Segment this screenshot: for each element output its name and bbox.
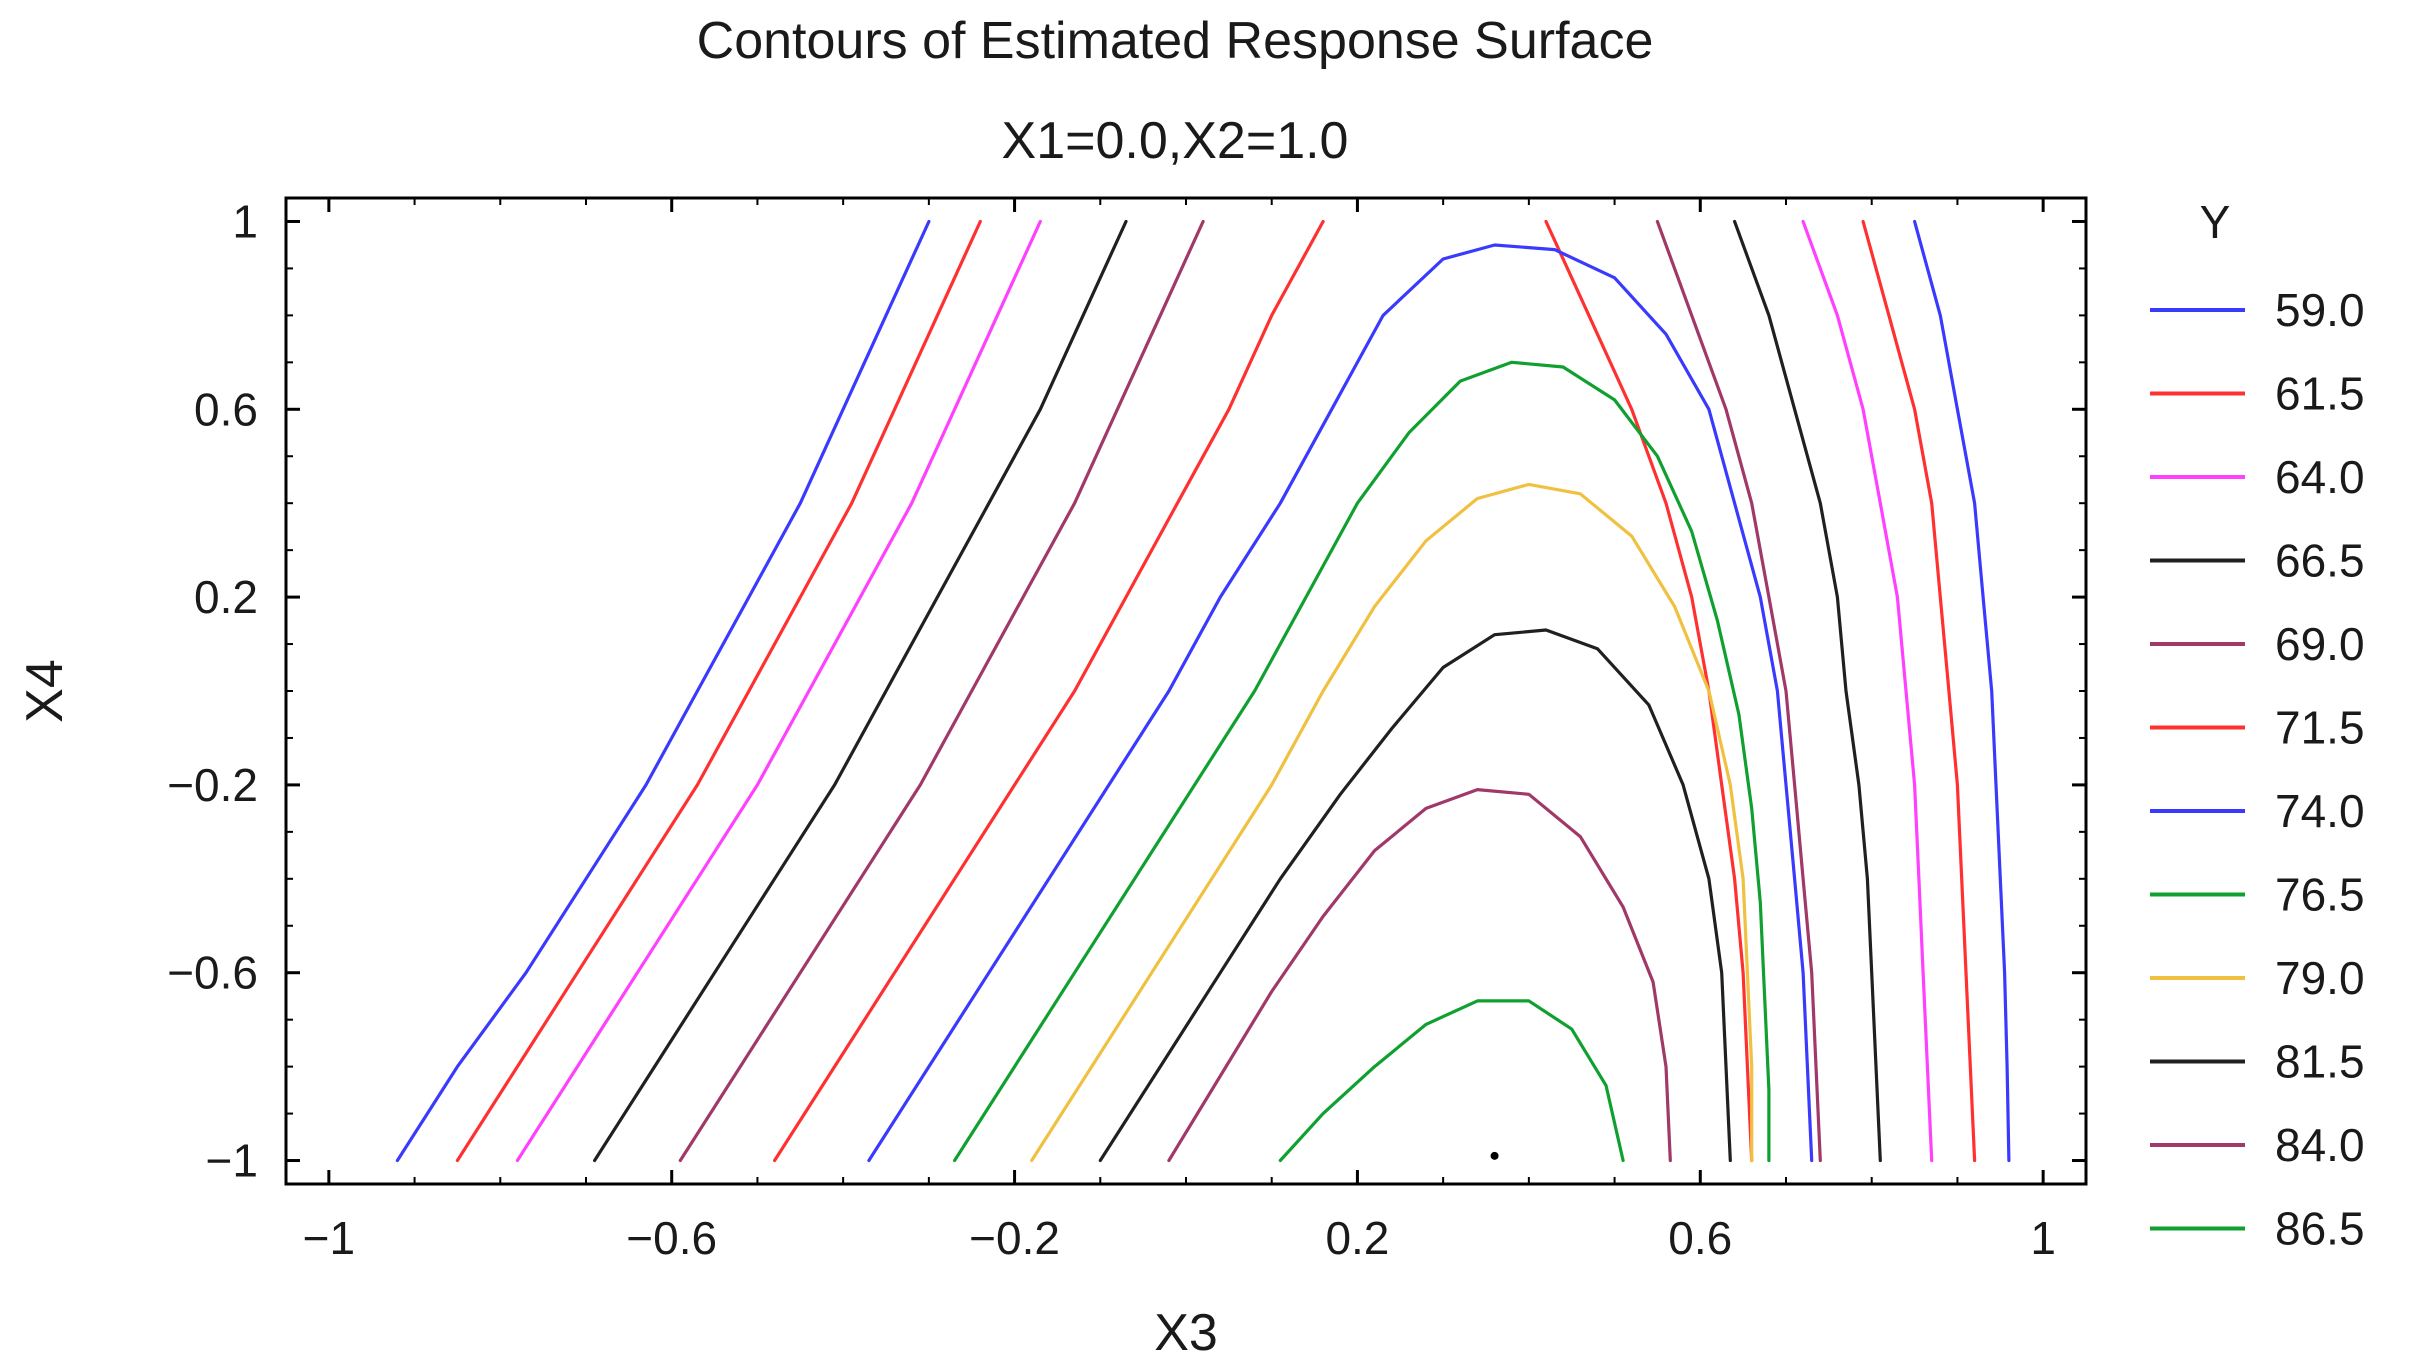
x-tick-label: −0.6 [626,1212,717,1264]
contour-line-64-2 [1801,219,1934,1163]
contour-line-79-1 [1030,482,1754,1163]
legend-label: 66.5 [2275,535,2365,587]
legend-label: 86.5 [2275,1203,2365,1255]
contour-line-59-1 [395,219,931,1163]
legend-label: 84.0 [2275,1119,2365,1171]
contour-line-61-5-2 [1861,219,1977,1163]
x-axis: −1 −0.6 −0.2 0.2 0.6 1 [303,198,2056,1264]
legend-title: Y [2200,196,2231,248]
y-tick-label: −0.6 [167,947,258,999]
legend-label: 59.0 [2275,284,2365,336]
legend-label: 64.0 [2275,451,2365,503]
y-tick-label: −1 [206,1135,258,1187]
chart-title: Contours of Estimated Response Surface [697,12,1654,70]
legend-label: 76.5 [2275,869,2365,921]
x-tick-label: 1 [2030,1212,2056,1264]
y-tick-label: 1 [232,195,258,247]
contour-line-64-1 [515,219,1042,1163]
contour-line-71-5-1 [772,219,1325,1163]
legend: Y 59.0 61.5 64.0 66.5 69.0 71.5 74.0 76.5 79.0 81… [2150,196,2365,1255]
legend-label: 74.0 [2275,785,2365,837]
contour-line-76-5-1 [952,360,1771,1163]
plot-area [284,196,2088,1186]
contour-line-59-2 [1912,219,2011,1163]
legend-label: 61.5 [2275,368,2365,420]
contour-line-84-1 [1167,787,1672,1163]
y-axis: 1 0.6 0.2 −0.2 −0.6 −1 [167,195,2086,1187]
contour-line-74-1 [867,243,1814,1163]
legend-label: 81.5 [2275,1036,2365,1088]
contour-line-61-5-1 [455,219,982,1163]
chart-subtitle: X1=0.0,X2=1.0 [1002,112,1349,170]
contour-line-86-5-1 [1278,999,1625,1163]
y-tick-label: 0.2 [194,571,258,623]
contour-line-66-5-2 [1732,219,1882,1163]
legend-label: 69.0 [2275,618,2365,670]
contour-line-66-5-1 [592,219,1128,1163]
legend-label: 79.0 [2275,952,2365,1004]
x-tick-label: −1 [303,1212,355,1264]
x-tick-label: −0.2 [969,1212,1060,1264]
annotations [1490,1151,1499,1160]
contour-lines [395,219,2011,1163]
legend-label: 71.5 [2275,702,2365,754]
contour-line-69-2 [1655,219,1822,1163]
y-tick-label: 0.6 [194,383,258,435]
contour-line-69-1 [678,219,1205,1163]
x-tick-label: 0.2 [1325,1212,1389,1264]
y-tick-label: −0.2 [167,759,258,811]
data-point-marker [1490,1151,1499,1160]
y-axis-label: X4 [16,659,74,723]
x-tick-label: 0.6 [1668,1212,1732,1264]
contour-line-81-5-1 [1098,628,1732,1163]
contour-line-71-5-2 [1544,219,1754,1163]
x-axis-label: X3 [1154,1304,1218,1362]
